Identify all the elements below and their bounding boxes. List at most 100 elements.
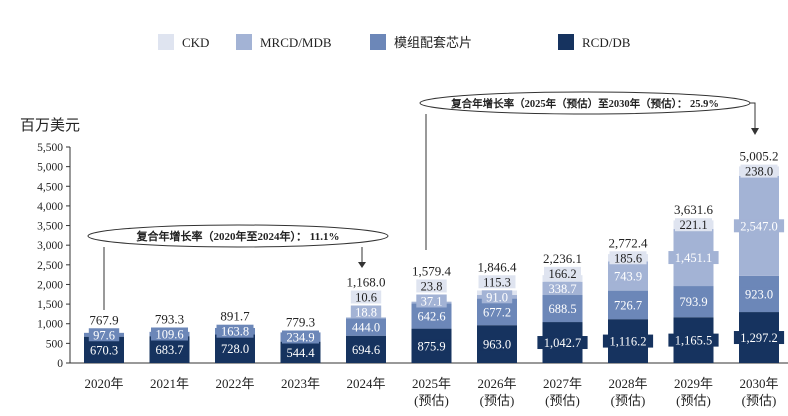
data-label: 743.9 <box>614 270 642 284</box>
x-tick-sublabel: (预估) <box>480 393 515 408</box>
total-label: 1,168.0 <box>347 275 386 290</box>
x-tick-label: 2026年 <box>477 376 516 391</box>
data-label: 97.6 <box>93 328 115 342</box>
data-label-bg <box>413 339 450 353</box>
total-label: 2,236.1 <box>543 251 582 266</box>
data-label-bg <box>733 331 785 345</box>
data-label: 91.0 <box>486 290 508 304</box>
data-label: 793.9 <box>679 295 707 309</box>
data-label: 166.2 <box>548 267 576 281</box>
data-label: 1,451.1 <box>675 251 713 265</box>
data-label-bg <box>416 279 447 293</box>
data-label-bg <box>347 342 385 356</box>
data-label: 1,042.7 <box>544 336 582 350</box>
data-label: 18.8 <box>355 306 377 320</box>
cagr-label: 复合年增长率（2020年至2024年）： 11.1% <box>136 229 340 243</box>
arrow-head-icon <box>358 262 366 268</box>
total-label: 1,579.4 <box>412 263 452 278</box>
data-label-bg <box>413 309 450 323</box>
total-label: 3,631.6 <box>674 202 714 217</box>
data-label: 10.6 <box>355 291 377 305</box>
data-label-bg <box>85 343 123 357</box>
data-label-bg <box>602 334 654 348</box>
data-label-bg <box>544 266 581 280</box>
data-label-bg <box>88 328 120 342</box>
data-label: 875.9 <box>417 339 445 353</box>
data-label: 694.6 <box>352 343 380 357</box>
arrow-head-icon <box>751 128 759 135</box>
data-label: 923.0 <box>745 287 773 301</box>
data-label-bg <box>151 327 188 341</box>
cagr-label: 复合年增长率（2025年（预估）至2030年（预估）： 25.9% <box>450 97 719 110</box>
y-tick-label: 4,500 <box>37 181 63 193</box>
x-tick-sublabel: (预估) <box>414 393 449 408</box>
data-label: 109.6 <box>155 327 183 341</box>
data-label-bg <box>544 281 581 295</box>
data-label: 726.7 <box>614 298 642 312</box>
data-label: 221.1 <box>679 218 707 232</box>
data-label: 2,547.0 <box>740 219 778 233</box>
data-label-bg <box>609 298 647 312</box>
data-label: 642.6 <box>417 309 445 323</box>
y-tick-label: 4,000 <box>37 201 63 213</box>
data-label: 234.9 <box>286 331 314 345</box>
total-label: 5,005.2 <box>740 148 779 163</box>
data-label: 163.8 <box>221 325 249 339</box>
y-tick-label: 0 <box>57 358 63 370</box>
data-label: 1,165.5 <box>675 334 713 348</box>
y-tick-label: 5,500 <box>37 142 63 154</box>
data-label-bg <box>350 290 382 304</box>
data-label: 444.0 <box>352 321 380 335</box>
total-label: 767.9 <box>89 312 118 327</box>
x-tick-label: 2021年 <box>150 376 189 391</box>
data-label: 1,297.2 <box>740 331 778 345</box>
total-label: 1,846.4 <box>478 259 518 274</box>
data-label-bg <box>668 333 719 347</box>
legend-swatch <box>370 34 386 50</box>
x-tick-label: 2028年 <box>608 376 647 391</box>
x-tick-sublabel: (预估) <box>545 393 580 408</box>
legend-swatch <box>158 34 174 50</box>
data-label-bg <box>216 324 254 338</box>
data-label-bg <box>478 337 516 351</box>
data-label-bg <box>675 295 712 309</box>
data-label-bg <box>151 343 188 357</box>
y-tick-label: 1,500 <box>37 299 63 311</box>
y-tick-label: 1,000 <box>37 319 63 331</box>
x-tick-sublabel: (预估) <box>676 393 711 408</box>
data-label-bg <box>740 287 778 301</box>
y-axis-label: 百万美元 <box>20 117 80 134</box>
data-label-bg <box>478 275 516 289</box>
data-label: 115.3 <box>483 275 511 289</box>
x-tick-sublabel: (预估) <box>611 393 646 408</box>
legend-swatch <box>236 34 252 50</box>
data-label: 677.2 <box>483 305 511 319</box>
y-tick-label: 2,000 <box>37 279 63 291</box>
data-label-bg <box>544 302 581 316</box>
data-label: 544.4 <box>286 346 315 360</box>
legend-label: 模组配套芯片 <box>394 35 472 50</box>
x-tick-label: 2020年 <box>84 376 123 391</box>
legend-label: MRCD/MDB <box>260 35 332 50</box>
y-tick-label: 500 <box>46 338 64 350</box>
data-label-bg <box>216 342 254 356</box>
data-label-bg <box>350 305 382 319</box>
legend-label: RCD/DB <box>582 35 631 50</box>
x-tick-label: 2022年 <box>215 376 254 391</box>
legend-swatch <box>558 34 574 50</box>
data-label-bg <box>478 305 516 319</box>
data-label: 728.0 <box>221 342 249 356</box>
data-label: 670.3 <box>90 343 118 357</box>
legend-label: CKD <box>182 35 209 50</box>
data-label-bg <box>416 294 447 308</box>
data-label: 185.6 <box>614 251 642 265</box>
data-label-bg <box>481 290 513 304</box>
data-label: 238.0 <box>745 165 773 179</box>
x-tick-label: 2029年 <box>674 376 713 391</box>
data-label: 688.5 <box>548 302 576 316</box>
cagr-ellipse <box>87 224 389 248</box>
data-label: 338.7 <box>548 282 576 296</box>
x-tick-label: 2025年 <box>412 376 451 391</box>
